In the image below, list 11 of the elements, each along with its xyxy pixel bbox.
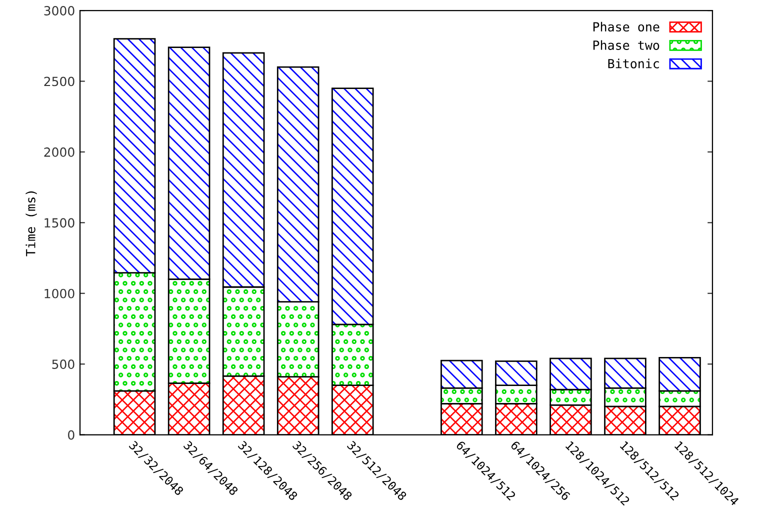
y-tick-label: 3000	[44, 6, 74, 16]
y-tick-label: 2500	[44, 76, 74, 86]
y-tick-label: 1000	[44, 288, 74, 298]
y-axis-title: Time (ms)	[26, 191, 37, 256]
legend-label: Phase two	[593, 40, 660, 50]
y-tick-label: 2000	[44, 147, 74, 157]
legend-label: Phase one	[593, 22, 660, 32]
y-tick-label: 500	[52, 360, 74, 369]
y-tick-label: 1500	[44, 218, 74, 228]
y-tick-label: 0	[68, 430, 74, 440]
legend-label: Bitonic	[608, 58, 659, 68]
